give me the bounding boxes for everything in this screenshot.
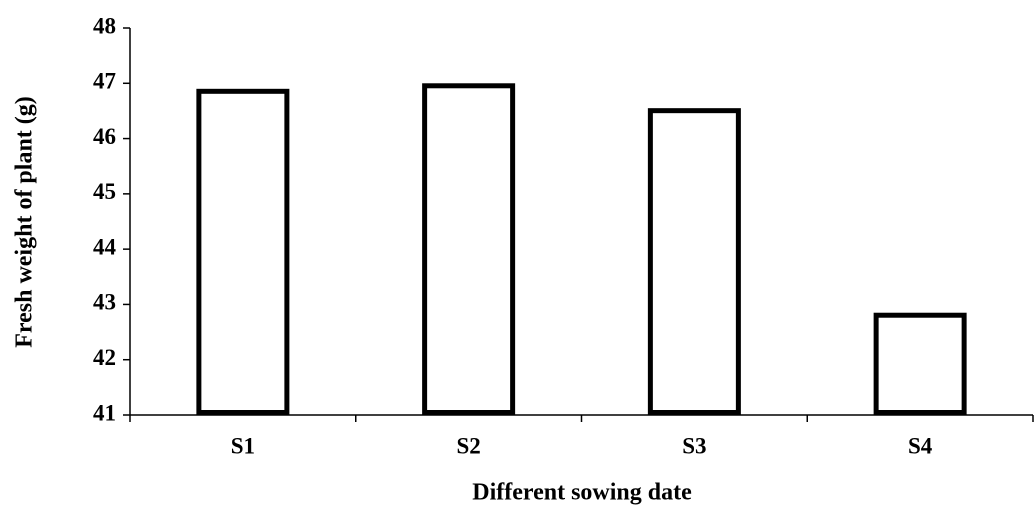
- y-tick-label: 42: [93, 345, 116, 370]
- x-axis-label: Different sowing date: [472, 480, 692, 506]
- y-tick-label: 44: [93, 234, 117, 259]
- bar: [647, 108, 741, 416]
- y-tick-label: 41: [93, 400, 116, 425]
- y-tick-label: 45: [93, 179, 116, 204]
- bar: [873, 312, 967, 416]
- bar: [422, 83, 516, 416]
- x-tick-label: S2: [456, 433, 480, 458]
- x-tick-label: S4: [908, 433, 933, 458]
- y-tick-label: 46: [93, 124, 116, 149]
- y-axis-label: Fresh weight of plant (g): [12, 96, 38, 348]
- y-tick-label: 47: [93, 69, 116, 94]
- bar: [196, 88, 290, 415]
- y-tick-label: 48: [93, 13, 116, 38]
- x-tick-label: S3: [682, 433, 706, 458]
- y-tick-label: 43: [93, 290, 116, 315]
- x-tick-label: S1: [231, 433, 255, 458]
